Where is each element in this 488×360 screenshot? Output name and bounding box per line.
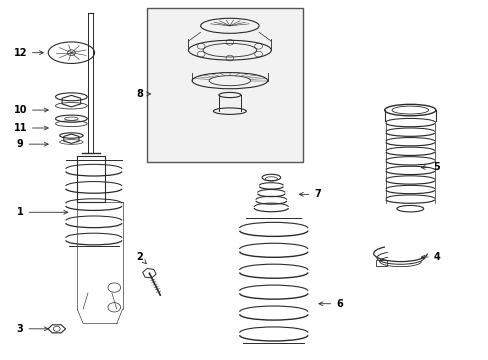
Text: 2: 2 — [136, 252, 146, 264]
Text: 11: 11 — [14, 123, 48, 133]
Text: 3: 3 — [17, 324, 48, 334]
Text: 7: 7 — [299, 189, 320, 199]
Text: 8: 8 — [136, 89, 150, 99]
Text: 1: 1 — [17, 207, 67, 217]
Bar — [147, 8, 303, 162]
Text: 6: 6 — [318, 299, 342, 309]
Text: 10: 10 — [14, 105, 48, 115]
Text: 12: 12 — [14, 48, 43, 58]
Bar — [375, 260, 386, 266]
Text: 9: 9 — [17, 139, 48, 149]
Text: 4: 4 — [421, 252, 440, 262]
Text: 5: 5 — [421, 162, 440, 172]
